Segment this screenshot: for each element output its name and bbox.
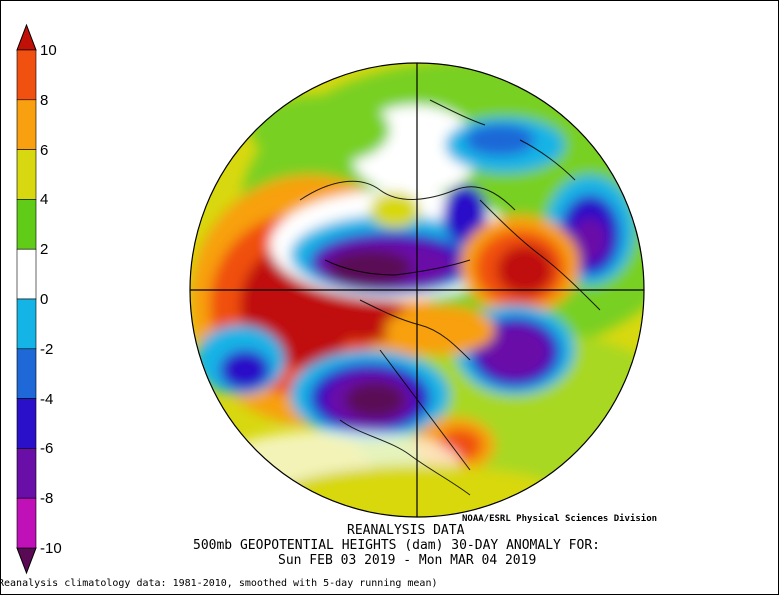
colorbar-tick-label: 0 <box>40 291 49 308</box>
colorbar-segment <box>16 49 37 101</box>
colorbar-segment <box>16 348 37 399</box>
colorbar-max-arrow <box>16 23 37 51</box>
colorbar-segment <box>16 398 37 449</box>
colorbar-tick-label: -4 <box>40 390 54 408</box>
colorbar-segment <box>16 248 37 300</box>
map-disc-outline <box>189 62 645 518</box>
colorbar-segment <box>16 199 37 250</box>
colorbar-segment <box>16 298 37 350</box>
climatology-note: Reanalysis climatology data: 1981-2010, … <box>0 578 438 589</box>
variable-title: 500mb GEOPOTENTIAL HEIGHTS (dam) 30-DAY … <box>193 538 600 553</box>
colorbar-tick-label: 8 <box>40 91 49 109</box>
colorbar-tick-label: 4 <box>40 191 49 209</box>
colorbar-tick-label: 6 <box>40 141 49 159</box>
colorbar-segment <box>16 99 37 150</box>
dataset-title: REANALYSIS DATA <box>347 523 465 538</box>
agency-label: NOAA/ESRL Physical Sciences Division <box>462 514 658 524</box>
colorbar-segment <box>16 448 37 499</box>
colorbar-tick-label: 2 <box>40 241 49 259</box>
period-title: Sun FEB 03 2019 - Mon MAR 04 2019 <box>278 553 537 568</box>
colorbar-tick-label: -8 <box>40 490 54 508</box>
colorbar-tick-label: 10 <box>40 42 57 59</box>
colorbar-min-arrow <box>16 547 37 575</box>
colorbar-segment <box>16 149 37 200</box>
colorbar-tick-label: -6 <box>40 440 54 458</box>
colorbar-tick-label: -10 <box>40 540 62 557</box>
colorbar-segment <box>16 497 37 549</box>
map-disc <box>190 63 644 517</box>
colorbar-tick-label: -2 <box>40 340 54 358</box>
color-scale-bar <box>16 23 37 575</box>
